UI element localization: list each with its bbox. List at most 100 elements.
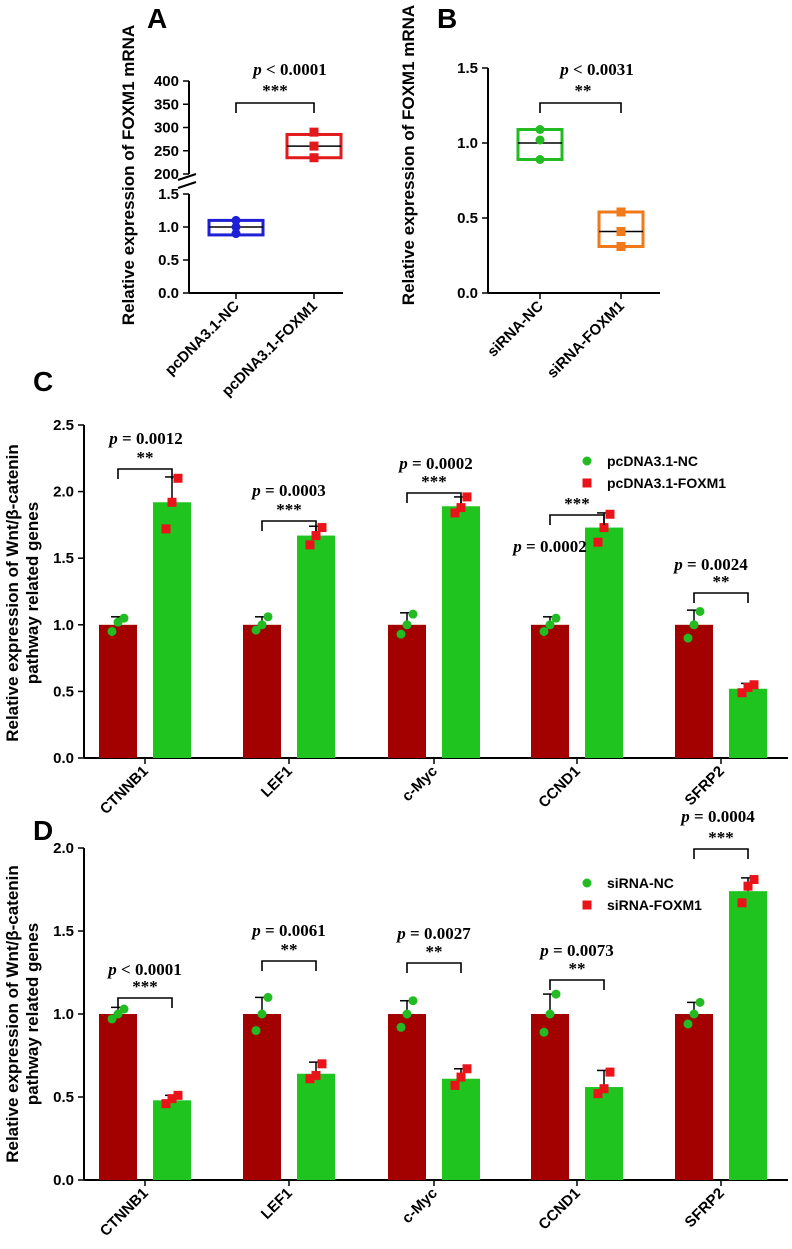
d-data-point — [462, 1064, 472, 1074]
c-data-point — [605, 509, 615, 519]
d-data-point — [599, 1084, 609, 1094]
d-legend-marker — [582, 878, 592, 888]
d-y-tick-label: 1.0 — [53, 1006, 74, 1023]
a-y-tick-label: 300 — [154, 120, 179, 137]
panel-a: A Relative expression of FOXM1 mRNA 0.0 0… — [119, 3, 343, 400]
c-significance-bracket — [693, 592, 749, 603]
d-significance-stars: *** — [132, 977, 158, 996]
c-significance-bracket — [549, 514, 605, 525]
d-category-label: CCND1 — [535, 1185, 584, 1234]
a-p-value-label-p-symbol: p — [251, 60, 262, 79]
panel-b: B Relative expression of FOXM1 mRNA 0.00… — [399, 3, 660, 382]
a-y-tick-label: 350 — [154, 96, 179, 113]
d-bar — [442, 1078, 480, 1180]
b-significance-bracket — [539, 102, 622, 113]
d-p-value-label-p-symbol: p — [395, 924, 406, 943]
c-data-point — [402, 620, 412, 630]
d-significance-bracket — [261, 960, 317, 971]
c-p-value-label-p-value: = 0.0012 — [118, 429, 183, 448]
c-legend-label: pcDNA3.1-FOXM1 — [607, 475, 726, 491]
a-data-point — [309, 141, 319, 151]
d-data-point — [263, 992, 273, 1002]
c-data-point — [311, 531, 321, 541]
c-bar — [531, 624, 569, 758]
c-bar — [729, 688, 767, 758]
a-data-point — [231, 222, 241, 232]
c-p-value-label: p = 0.0002 — [397, 454, 472, 473]
c-data-point — [462, 492, 472, 502]
d-significance-stars: ** — [281, 940, 298, 959]
d-p-value-label: p < 0.0001 — [106, 960, 181, 979]
b-y-tick-label: 1.0 — [457, 135, 478, 152]
panel-c-legend: pcDNA3.1-NC pcDNA3.1-FOXM1 — [582, 453, 726, 491]
c-legend-marker — [582, 456, 592, 466]
d-data-point — [593, 1089, 603, 1099]
panel-d-annotation: ***p < 0.0001**p = 0.0061**p = 0.0027**p… — [106, 807, 755, 1008]
d-significance-bracket — [117, 997, 173, 1008]
panel-c-letter: C — [33, 366, 53, 397]
d-p-value-label-p-value: = 0.0004 — [690, 807, 755, 826]
c-bar — [243, 624, 281, 758]
c-data-point — [408, 609, 418, 619]
c-data-point — [173, 473, 183, 483]
c-legend-label: pcDNA3.1-NC — [607, 453, 698, 469]
a-data-point — [231, 215, 241, 225]
c-data-point — [695, 606, 705, 616]
d-data-point — [605, 1067, 615, 1077]
d-data-point — [161, 1099, 171, 1109]
d-data-point — [539, 1027, 549, 1037]
panel-a-marks — [207, 127, 343, 239]
d-bar — [675, 1014, 713, 1180]
c-bar — [442, 506, 480, 758]
c-category-label: SFRP2 — [682, 763, 728, 809]
c-data-point — [396, 629, 406, 639]
c-data-point — [119, 613, 129, 623]
c-significance-stars: *** — [421, 472, 447, 491]
c-p-value-label-p-symbol: p — [511, 537, 522, 556]
c-data-point — [107, 626, 117, 636]
d-legend-label: siRNA-FOXM1 — [607, 897, 702, 913]
d-data-point — [695, 997, 705, 1007]
c-bar — [585, 527, 623, 758]
d-data-point — [402, 1009, 412, 1019]
d-data-point — [119, 1004, 129, 1014]
d-data-point — [107, 1014, 117, 1024]
b-data-point — [616, 227, 626, 236]
d-p-value-label-p-symbol: p — [250, 921, 261, 940]
c-category-label: CCND1 — [535, 763, 584, 812]
panel-d-ylabel-line2: pathway related genes — [23, 923, 42, 1105]
d-data-point — [113, 1009, 123, 1019]
c-p-value-label-p-value: = 0.0002 — [522, 537, 587, 556]
a-y-tick-label: 200 — [154, 166, 179, 183]
d-significance-stars: *** — [708, 828, 734, 847]
c-p-value-label-p-value: = 0.0003 — [261, 481, 326, 500]
c-data-point — [689, 620, 699, 630]
c-data-point — [545, 620, 555, 630]
panel-b-annotation: ** p < 0.0031 — [539, 60, 634, 113]
b-data-point — [616, 242, 626, 251]
c-p-value-label-p-symbol: p — [397, 454, 408, 473]
d-data-point — [551, 989, 561, 999]
b-data-point — [616, 207, 626, 217]
a-data-point — [309, 153, 319, 163]
d-data-point — [167, 1094, 177, 1104]
c-bar — [388, 624, 426, 758]
c-p-value-label-p-symbol: p — [107, 429, 118, 448]
d-data-point — [683, 1019, 693, 1029]
d-y-tick-label: 0.0 — [53, 1172, 74, 1189]
d-data-point — [257, 1009, 267, 1019]
a-data-point — [231, 229, 241, 239]
d-data-point — [305, 1074, 315, 1084]
panel-c-annotation: **p = 0.0012***p = 0.0003 ***p = 0.0002**… — [107, 429, 749, 603]
c-significance-stars: ** — [713, 572, 730, 591]
d-significance-stars: ** — [569, 959, 586, 978]
a-p-value-label-p-value: < 0.0001 — [262, 60, 327, 79]
b-data-point — [535, 125, 545, 134]
c-category-label: CTNNB1 — [97, 763, 152, 818]
c-data-point — [251, 625, 261, 635]
b-significance-stars: ** — [575, 81, 592, 100]
c-data-point — [743, 682, 753, 692]
panel-d-legend: siRNA-NC siRNA-FOXM1 — [582, 875, 702, 913]
c-significance-bracket — [406, 492, 462, 503]
